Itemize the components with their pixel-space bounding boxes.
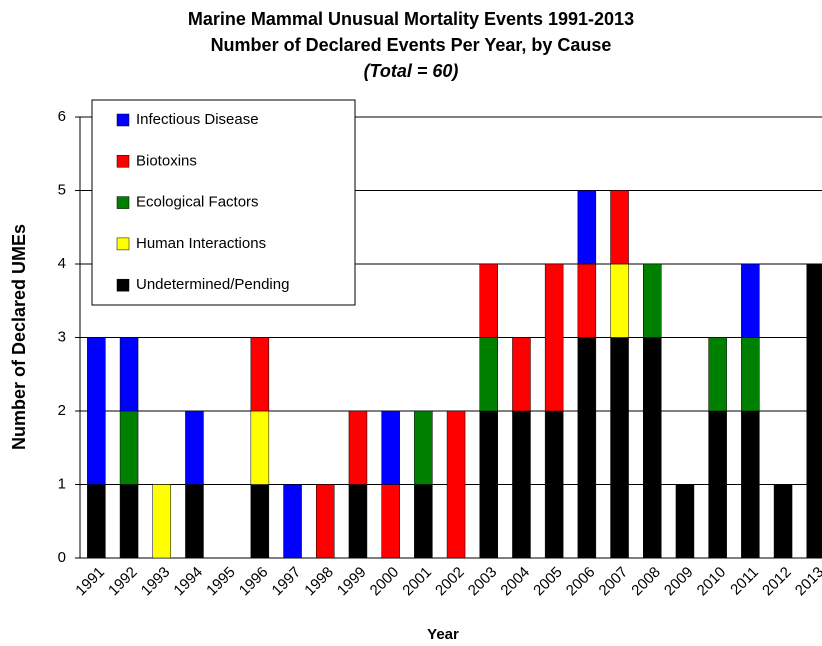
bar-segment <box>512 337 531 412</box>
x-tick-label: 1996 <box>236 564 272 600</box>
bar-segment <box>675 484 695 559</box>
bar-segment <box>610 337 629 559</box>
bar-segment <box>348 484 368 559</box>
bar-segment <box>283 484 302 559</box>
bar-segment <box>643 263 662 338</box>
bar-segment <box>348 410 368 485</box>
bar-segment <box>119 410 139 485</box>
legend-label: Ecological Factors <box>136 194 259 211</box>
y-tick-label: 5 <box>58 181 66 198</box>
bar-segment <box>479 337 498 412</box>
bar-segment <box>381 484 400 559</box>
legend-swatch <box>116 237 130 251</box>
x-tick-label: 2001 <box>399 564 435 600</box>
legend-label: Infectious Disease <box>136 111 259 128</box>
x-tick-label: 2012 <box>759 564 795 600</box>
bar-segment <box>708 337 727 412</box>
bar-segment <box>741 337 760 412</box>
bar-segment <box>610 263 629 338</box>
x-tick-label: 2010 <box>694 564 730 600</box>
bar-segment <box>577 263 597 338</box>
x-tick-label: 2006 <box>563 564 599 600</box>
x-tick-label: 2002 <box>432 564 468 600</box>
bar-segment <box>250 484 270 559</box>
y-axis-label: Number of Declared UMEs <box>9 224 29 450</box>
legend-swatch <box>116 155 130 168</box>
x-tick-label: 1992 <box>105 564 141 600</box>
bar-segment <box>479 410 498 559</box>
bar-segment <box>741 410 760 559</box>
legend-swatch <box>116 278 130 292</box>
bar-segment <box>316 484 335 559</box>
bar-segment <box>119 484 139 559</box>
bar-segment <box>152 484 171 559</box>
y-tick-label: 1 <box>58 475 66 492</box>
x-tick-label: 2009 <box>661 564 697 600</box>
x-tick-label: 1997 <box>269 564 305 600</box>
bar-segment <box>577 337 597 559</box>
x-tick-label: 1999 <box>334 564 370 600</box>
bar-segment <box>643 337 662 559</box>
bar-segment <box>773 484 793 559</box>
bar-segment <box>741 263 760 338</box>
x-tick-label: 2003 <box>465 564 501 600</box>
bar-segment <box>446 410 466 559</box>
bar-segment <box>185 410 204 485</box>
bar-segment <box>414 484 433 559</box>
bar-segment <box>806 263 822 559</box>
chart-subtitle: Number of Declared Events Per Year, by C… <box>211 35 612 55</box>
x-tick-label: 2007 <box>596 564 632 600</box>
bar-segment <box>185 484 204 559</box>
legend-swatch <box>116 113 130 127</box>
bar-segment <box>87 337 106 485</box>
bar-segment <box>544 263 564 412</box>
legend-box <box>91 99 356 306</box>
bar-segment <box>250 337 270 412</box>
bar-segment <box>708 410 727 559</box>
x-tick-label: 2011 <box>727 564 762 599</box>
legend-label: Undetermined/Pending <box>136 276 289 293</box>
y-tick-label: 2 <box>58 402 66 419</box>
x-tick-label: 1993 <box>138 564 174 600</box>
bar-segment <box>119 337 139 412</box>
bar-segment <box>250 410 270 485</box>
y-tick-label: 3 <box>58 328 66 345</box>
bar-segment <box>87 484 106 559</box>
y-tick-label: 4 <box>58 255 66 272</box>
x-tick-label: 2008 <box>628 564 664 600</box>
x-tick-label: 2000 <box>367 564 403 600</box>
x-tick-label: 1991 <box>72 564 108 600</box>
legend-label: Biotoxins <box>136 152 197 169</box>
bar-segment <box>414 410 433 485</box>
bar-segment <box>544 410 564 559</box>
x-tick-label: 2004 <box>497 564 533 600</box>
bar-segment <box>479 263 498 338</box>
x-tick-label: 1994 <box>170 564 206 600</box>
bar-segment <box>610 190 629 265</box>
bar-segment <box>381 410 400 485</box>
y-tick-label: 0 <box>58 549 66 566</box>
x-tick-label: 2005 <box>530 564 566 600</box>
x-tick-label: 2013 <box>792 564 822 600</box>
bar-segment <box>577 190 597 265</box>
chart-note: (Total = 60) <box>364 61 459 81</box>
y-tick-label: 6 <box>58 108 66 125</box>
bar-segment <box>512 410 531 559</box>
chart-title: Marine Mammal Unusual Mortality Events 1… <box>188 9 634 29</box>
legend-label: Human Interactions <box>136 235 266 252</box>
x-axis-label: Year <box>427 626 459 643</box>
legend-swatch <box>116 196 130 209</box>
x-tick-label: 1998 <box>301 564 337 600</box>
x-tick-label: 1995 <box>203 564 239 600</box>
